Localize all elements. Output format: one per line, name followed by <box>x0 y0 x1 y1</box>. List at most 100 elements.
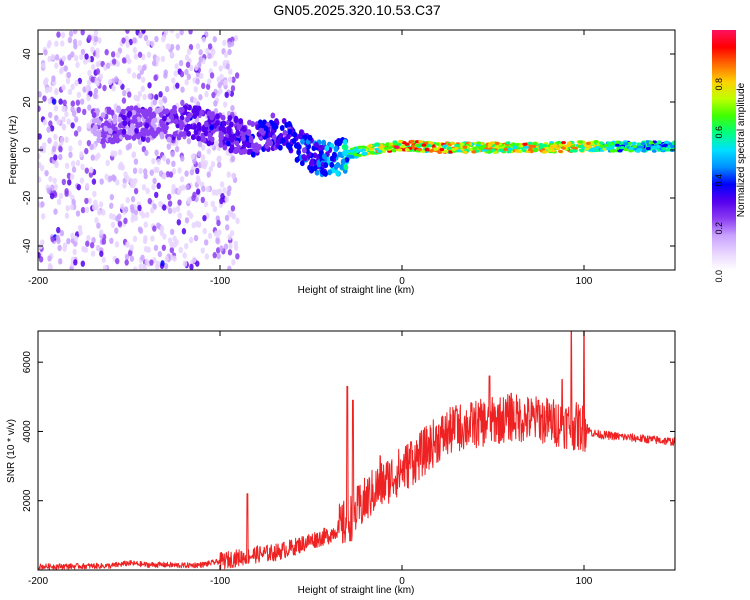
ridge-cell <box>262 119 267 126</box>
ridge-cell <box>420 149 426 153</box>
noise-cell <box>188 30 193 35</box>
ridge-cell <box>218 141 224 148</box>
noise-cell <box>154 94 159 101</box>
ridge-cell <box>623 142 629 146</box>
ridge-cell <box>186 130 192 137</box>
noise-cell <box>76 106 82 114</box>
noise-cell <box>39 164 45 172</box>
noise-cell <box>211 189 217 196</box>
ridge-cell <box>429 141 435 145</box>
noise-cell <box>86 79 92 86</box>
ridge-cell <box>102 132 107 139</box>
noise-cell <box>52 177 57 184</box>
noise-cell <box>104 173 109 181</box>
noise-cell <box>227 249 233 256</box>
ridge-cell <box>250 120 256 127</box>
ridge-cell <box>220 114 226 121</box>
ridge-cell <box>278 132 284 139</box>
x-tick-label: -100 <box>210 576 230 587</box>
ridge-cell <box>161 115 167 122</box>
noise-cell <box>91 236 96 244</box>
ridge-cell <box>233 117 239 124</box>
ridge-cell <box>271 134 277 141</box>
noise-cell <box>227 76 233 83</box>
noise-cell <box>121 37 126 44</box>
noise-cell <box>171 77 176 84</box>
noise-cell <box>57 244 62 252</box>
ridge-cell <box>235 130 241 137</box>
ridge-cell <box>388 142 394 146</box>
noise-cell <box>175 205 181 213</box>
ridge-cell <box>159 131 165 138</box>
ridge-cell <box>206 140 212 147</box>
ridge-cell <box>309 158 315 165</box>
y-tick-label: 0 <box>22 147 33 153</box>
ridge-cell <box>196 135 201 142</box>
noise-cell <box>58 68 64 75</box>
ridge-cell <box>327 169 332 176</box>
noise-cell <box>190 153 196 160</box>
ridge-cell <box>514 149 520 153</box>
ridge-cell <box>215 120 220 127</box>
noise-cell <box>224 214 230 222</box>
ridge-cell <box>190 134 196 141</box>
noise-cell <box>58 153 63 161</box>
y-tick-label: 2000 <box>22 489 33 512</box>
noise-cell <box>201 82 206 90</box>
ridge-cell <box>479 146 485 151</box>
noise-cell <box>178 59 184 67</box>
ridge-cell <box>151 112 157 119</box>
ridge-cell <box>91 112 97 119</box>
noise-cell <box>93 87 99 95</box>
ridge-cell <box>131 134 137 141</box>
ridge-cell <box>542 143 548 148</box>
colorbar-tick-label: 0.8 <box>714 78 724 91</box>
ridge-cell <box>279 125 285 132</box>
noise-cell <box>84 167 90 174</box>
noise-cell <box>140 85 145 92</box>
noise-cell <box>169 228 175 236</box>
ridge-cell <box>116 107 121 114</box>
ridge-cell <box>233 148 239 155</box>
ridge-cell <box>337 151 343 158</box>
noise-cell <box>44 77 49 84</box>
noise-cell <box>174 145 180 153</box>
ridge-cell <box>566 141 572 145</box>
ridge-cell <box>335 170 341 177</box>
ridge-cell <box>376 149 382 153</box>
ridge-cell <box>651 145 657 149</box>
noise-cell <box>125 30 130 34</box>
noise-cell <box>211 48 216 56</box>
noise-cell <box>169 51 175 58</box>
ridge-cell <box>321 153 327 160</box>
noise-cell <box>227 265 232 270</box>
ridge-cell <box>179 121 185 128</box>
noise-cell <box>68 30 74 38</box>
noise-cell <box>167 207 173 215</box>
ridge-cell <box>187 112 193 119</box>
noise-cell <box>158 98 163 106</box>
ridge-cell <box>494 145 500 149</box>
ridge-cell <box>433 147 439 151</box>
ridge-cell <box>606 147 611 151</box>
noise-cell <box>234 72 240 79</box>
ridge-cell <box>206 110 212 117</box>
noise-cell <box>151 183 156 191</box>
ridge-cell <box>590 147 596 151</box>
ridge-cell <box>124 134 130 141</box>
ridge-cell <box>578 140 583 144</box>
noise-cell <box>140 76 146 83</box>
noise-cell <box>149 259 154 266</box>
noise-cell <box>133 53 139 60</box>
noise-cell <box>109 237 114 245</box>
ridge-cell <box>277 144 283 151</box>
ridge-cell <box>140 127 146 134</box>
noise-cell <box>60 40 65 47</box>
noise-cell <box>122 182 127 189</box>
ridge-cell <box>329 161 335 168</box>
ridge-cell <box>127 129 132 136</box>
ridge-cell <box>636 142 642 146</box>
noise-cell <box>174 239 179 246</box>
noise-cell <box>54 54 60 61</box>
